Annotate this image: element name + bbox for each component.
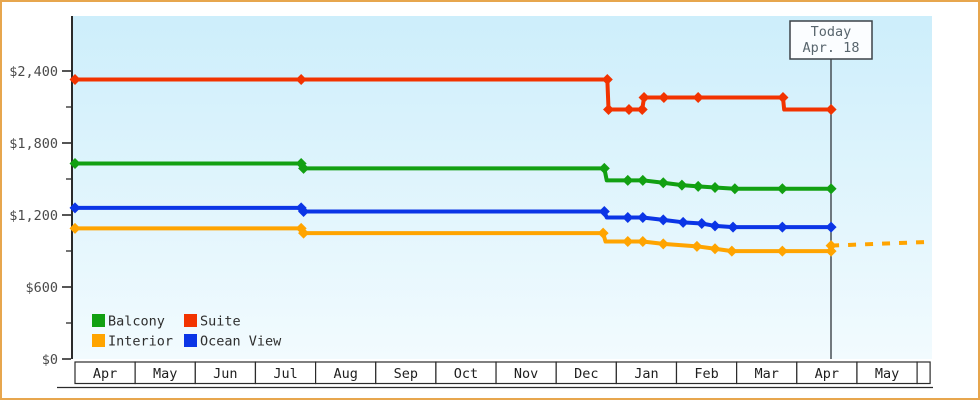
data-point-marker — [637, 212, 649, 224]
y-tick-label: $1,200 — [9, 208, 58, 224]
legend-item-suite: Suite — [184, 314, 241, 330]
month-cell-partial — [916, 361, 931, 385]
data-point-marker — [825, 245, 837, 257]
data-point-marker — [298, 206, 310, 218]
data-point-marker — [658, 92, 670, 104]
data-point-marker — [69, 74, 81, 86]
month-label: Jan — [634, 366, 658, 382]
data-point-marker — [657, 177, 669, 189]
y-tick-label: $1,800 — [9, 136, 58, 152]
month-label: Jun — [213, 366, 237, 382]
data-point-marker — [726, 245, 738, 257]
data-point-marker — [69, 202, 81, 214]
legend-label: Interior — [108, 334, 173, 350]
data-point-marker — [637, 236, 649, 248]
data-point-marker — [677, 216, 689, 228]
data-point-marker — [603, 104, 615, 116]
data-point-marker — [598, 162, 610, 174]
month-label: Oct — [454, 366, 478, 382]
data-point-marker — [709, 243, 721, 255]
data-point-marker — [636, 104, 648, 116]
y-tick-label: $600 — [25, 280, 58, 296]
data-point-marker — [825, 104, 837, 116]
data-point-marker — [622, 212, 634, 224]
data-point-marker — [709, 220, 721, 232]
data-point-marker — [776, 183, 788, 195]
legend-item-balcony: Balcony — [92, 314, 165, 330]
data-point-marker — [298, 162, 310, 174]
legend-swatch — [184, 334, 197, 347]
y-tick-label: $0 — [42, 352, 58, 368]
month-label: Aug — [333, 366, 357, 382]
data-point-marker — [601, 74, 613, 86]
data-point-marker — [295, 74, 307, 86]
month-label: Feb — [694, 366, 718, 382]
data-point-marker — [776, 221, 788, 233]
legend-item-ocean-view: Ocean View — [184, 334, 282, 350]
data-point-marker — [727, 221, 739, 233]
month-label: May — [153, 366, 177, 382]
legend-label: Balcony — [108, 314, 165, 330]
month-label: Jul — [273, 366, 297, 382]
y-tick-label: $2,400 — [9, 64, 58, 80]
data-point-marker — [622, 236, 634, 248]
data-point-marker — [598, 206, 610, 218]
data-point-marker — [623, 104, 635, 116]
data-point-marker — [657, 238, 669, 250]
data-point-marker — [637, 174, 649, 186]
series-line-interior — [75, 226, 834, 254]
data-point-marker — [692, 180, 704, 192]
legend-swatch — [184, 314, 197, 327]
data-point-marker — [691, 240, 703, 252]
today-label: Today — [811, 24, 852, 40]
data-point-marker — [638, 92, 650, 104]
data-point-marker — [729, 183, 741, 195]
data-point-marker — [776, 245, 788, 257]
legend-label: Suite — [200, 314, 241, 330]
month-label: Apr — [93, 366, 117, 382]
data-point-marker — [825, 183, 837, 195]
month-label: Nov — [514, 366, 538, 382]
legend-item-interior: Interior — [92, 334, 173, 350]
data-point-marker — [597, 227, 609, 239]
data-point-marker — [622, 174, 634, 186]
data-point-marker — [696, 218, 708, 230]
month-label: Dec — [574, 366, 598, 382]
x-axis: Apr May Jun Jul Aug Sep Oct Nov Dec Jan Feb Mar Apr M… — [57, 361, 933, 389]
month-label: Mar — [755, 366, 779, 382]
data-point-marker — [298, 227, 310, 239]
month-label: May — [875, 366, 899, 382]
data-point-marker — [657, 214, 669, 226]
data-point-marker — [69, 158, 81, 170]
data-point-marker — [777, 92, 789, 104]
today-box — [789, 20, 873, 60]
legend-swatch — [92, 334, 105, 347]
today-date: Apr. 18 — [803, 40, 860, 56]
legend: Balcony Suite Interior Ocean View — [92, 314, 282, 350]
data-point-marker — [692, 92, 704, 104]
legend-swatch — [92, 314, 105, 327]
month-label: Apr — [815, 366, 839, 382]
data-point-marker — [709, 182, 721, 194]
legend-label: Ocean View — [200, 334, 282, 350]
y-axis: $0 $600 $1,200 $1,800 $2,400 — [9, 16, 73, 368]
data-point-marker — [69, 222, 81, 234]
data-point-marker — [676, 179, 688, 191]
month-label: Sep — [394, 366, 418, 382]
data-point-marker — [825, 221, 837, 233]
series-layer — [69, 74, 927, 257]
